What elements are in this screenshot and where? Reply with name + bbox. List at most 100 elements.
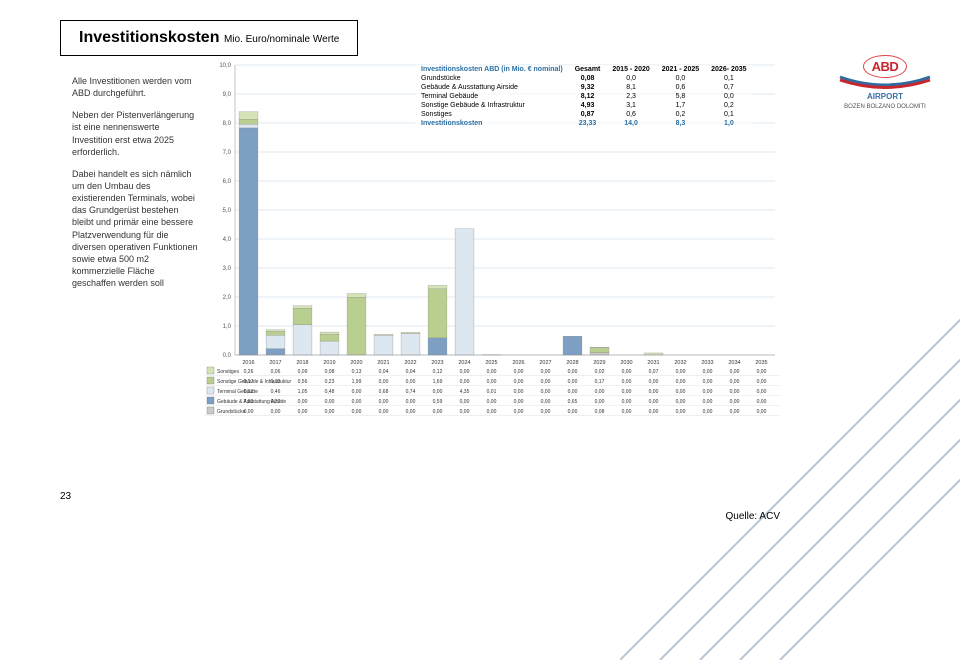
svg-text:0,04: 0,04 xyxy=(406,369,416,375)
svg-text:0,00: 0,00 xyxy=(433,389,443,395)
svg-text:0,00: 0,00 xyxy=(460,379,470,385)
svg-text:0,00: 0,00 xyxy=(622,409,632,415)
svg-text:0,04: 0,04 xyxy=(379,369,389,375)
svg-text:0,00: 0,00 xyxy=(352,409,362,415)
svg-text:0,00: 0,00 xyxy=(352,399,362,405)
svg-text:0,00: 0,00 xyxy=(406,399,416,405)
svg-text:0,00: 0,00 xyxy=(622,379,632,385)
svg-text:0,59: 0,59 xyxy=(433,399,443,405)
svg-text:0,00: 0,00 xyxy=(379,409,389,415)
svg-text:2032: 2032 xyxy=(674,360,686,366)
svg-text:2035: 2035 xyxy=(755,360,767,366)
svg-text:2030: 2030 xyxy=(620,360,632,366)
svg-text:0,00: 0,00 xyxy=(460,399,470,405)
svg-text:2025: 2025 xyxy=(485,360,497,366)
svg-text:0,00: 0,00 xyxy=(757,409,767,415)
svg-text:0,0: 0,0 xyxy=(223,353,232,359)
svg-text:0,00: 0,00 xyxy=(541,409,551,415)
svg-text:0,00: 0,00 xyxy=(703,389,713,395)
svg-text:0,00: 0,00 xyxy=(325,399,335,405)
svg-text:0,00: 0,00 xyxy=(757,369,767,375)
svg-text:2034: 2034 xyxy=(728,360,740,366)
svg-text:0,00: 0,00 xyxy=(649,409,659,415)
summary-header-cell: Gesamt xyxy=(569,65,607,74)
svg-text:0,00: 0,00 xyxy=(622,369,632,375)
summary-total-row: Investitionskosten23,3314,08,31,0 xyxy=(415,119,753,128)
svg-text:2031: 2031 xyxy=(647,360,659,366)
svg-text:2027: 2027 xyxy=(539,360,551,366)
svg-text:0,00: 0,00 xyxy=(541,379,551,385)
svg-text:0,00: 0,00 xyxy=(568,379,578,385)
svg-text:0,00: 0,00 xyxy=(676,369,686,375)
svg-text:0,26: 0,26 xyxy=(244,369,254,375)
svg-text:0,00: 0,00 xyxy=(460,409,470,415)
svg-text:2026: 2026 xyxy=(512,360,524,366)
svg-text:0,00: 0,00 xyxy=(622,389,632,395)
svg-text:0,00: 0,00 xyxy=(703,379,713,385)
svg-text:0,09: 0,09 xyxy=(298,369,308,375)
svg-text:4,0: 4,0 xyxy=(223,237,232,243)
svg-text:1,0: 1,0 xyxy=(223,324,232,330)
svg-text:0,65: 0,65 xyxy=(568,399,578,405)
svg-text:0,00: 0,00 xyxy=(487,399,497,405)
svg-text:0,68: 0,68 xyxy=(379,389,389,395)
svg-text:0,56: 0,56 xyxy=(298,379,308,385)
summary-header-cell: 2015 - 2020 xyxy=(606,65,655,74)
svg-text:2029: 2029 xyxy=(593,360,605,366)
svg-text:0,74: 0,74 xyxy=(406,389,416,395)
svg-text:0,00: 0,00 xyxy=(568,369,578,375)
svg-text:2018: 2018 xyxy=(296,360,308,366)
svg-text:0,07: 0,07 xyxy=(649,369,659,375)
svg-text:0,00: 0,00 xyxy=(703,369,713,375)
svg-text:0,17: 0,17 xyxy=(244,379,254,385)
svg-text:0,00: 0,00 xyxy=(298,409,308,415)
svg-text:2033: 2033 xyxy=(701,360,713,366)
svg-text:0,00: 0,00 xyxy=(757,389,767,395)
svg-text:2,0: 2,0 xyxy=(223,295,232,301)
svg-text:1,69: 1,69 xyxy=(433,379,443,385)
svg-text:0,02: 0,02 xyxy=(595,369,605,375)
svg-text:2017: 2017 xyxy=(269,360,281,366)
logo-arc xyxy=(835,75,935,89)
svg-text:0,00: 0,00 xyxy=(730,399,740,405)
svg-text:0,00: 0,00 xyxy=(298,399,308,405)
svg-text:0,00: 0,00 xyxy=(271,409,281,415)
svg-text:Grundstücke: Grundstücke xyxy=(217,409,246,415)
svg-text:0,00: 0,00 xyxy=(757,399,767,405)
svg-text:2028: 2028 xyxy=(566,360,578,366)
summary-row: Terminal Gebäude8,122,35,80,0 xyxy=(415,92,753,101)
svg-text:0,46: 0,46 xyxy=(271,389,281,395)
svg-text:2022: 2022 xyxy=(404,360,416,366)
svg-text:0,01: 0,01 xyxy=(487,389,497,395)
svg-text:0,00: 0,00 xyxy=(649,399,659,405)
summary-row: Sonstige Gebäude & Infrastruktur4,933,11… xyxy=(415,101,753,110)
title-sub: Mio. Euro/nominale Werte xyxy=(224,34,339,45)
svg-text:0,00: 0,00 xyxy=(541,389,551,395)
svg-text:2020: 2020 xyxy=(350,360,362,366)
svg-text:0,00: 0,00 xyxy=(649,379,659,385)
svg-text:8,0: 8,0 xyxy=(223,121,232,127)
svg-text:0,00: 0,00 xyxy=(730,369,740,375)
svg-text:0,13: 0,13 xyxy=(244,389,254,395)
svg-text:0,00: 0,00 xyxy=(379,399,389,405)
svg-text:0,00: 0,00 xyxy=(514,409,524,415)
summary-row: Gebäude & Ausstattung Airside9,328,10,60… xyxy=(415,83,753,92)
source-label: Quelle: ACV xyxy=(726,511,780,522)
svg-text:0,23: 0,23 xyxy=(325,379,335,385)
svg-text:2021: 2021 xyxy=(377,360,389,366)
svg-text:0,00: 0,00 xyxy=(676,389,686,395)
svg-text:6,0: 6,0 xyxy=(223,179,232,185)
svg-text:0,00: 0,00 xyxy=(487,379,497,385)
svg-text:0,00: 0,00 xyxy=(379,379,389,385)
svg-text:5,0: 5,0 xyxy=(223,208,232,214)
svg-text:10,0: 10,0 xyxy=(219,63,231,69)
description-text: Alle Investitionen werden vom ABD durchg… xyxy=(72,75,200,299)
svg-text:0,08: 0,08 xyxy=(325,369,335,375)
svg-text:0,00: 0,00 xyxy=(514,389,524,395)
summary-row: Sonstiges0,870,60,20,1 xyxy=(415,110,753,119)
svg-text:0,00: 0,00 xyxy=(406,409,416,415)
svg-text:0,00: 0,00 xyxy=(568,409,578,415)
svg-text:0,00: 0,00 xyxy=(487,369,497,375)
svg-text:0,00: 0,00 xyxy=(541,399,551,405)
svg-text:0,00: 0,00 xyxy=(406,379,416,385)
